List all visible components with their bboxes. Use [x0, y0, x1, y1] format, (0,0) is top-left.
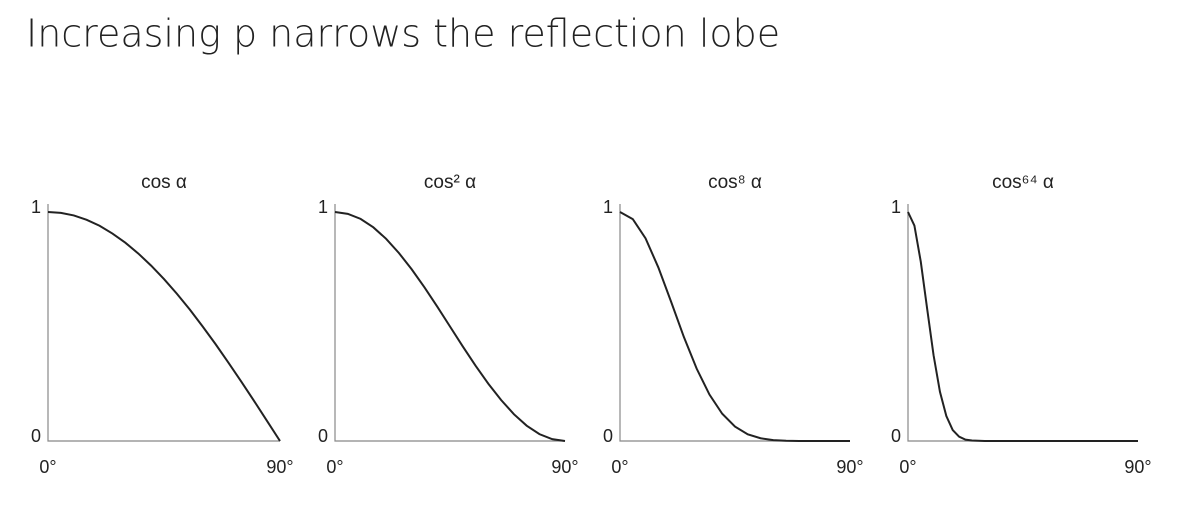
curve [47, 211, 281, 442]
x-tick-label: 90° [551, 457, 578, 477]
axis [47, 204, 280, 442]
chart-title: cos⁸ α [708, 172, 762, 193]
y-tick-label: 0 [603, 426, 613, 446]
y-tick-label: 1 [31, 197, 41, 217]
y-tick-label: 1 [603, 197, 613, 217]
y-tick-label: 0 [318, 426, 328, 446]
chart-title: cos² α [424, 172, 476, 193]
y-tick-label: 0 [31, 426, 41, 446]
y-tick-label: 0 [891, 426, 901, 446]
x-tick-label: 0° [326, 457, 343, 477]
x-tick-label: 90° [266, 457, 293, 477]
y-tick-label: 1 [891, 197, 901, 217]
curve [334, 211, 566, 442]
axis [907, 204, 1138, 442]
y-tick-label: 1 [318, 197, 328, 217]
x-tick-label: 0° [611, 457, 628, 477]
curve [907, 211, 1138, 442]
slide-title: Increasing p narrows the reflection lobe [26, 12, 780, 56]
x-tick-label: 0° [39, 457, 56, 477]
x-tick-label: 0° [899, 457, 916, 477]
x-tick-label: 90° [1124, 457, 1151, 477]
x-tick-label: 90° [836, 457, 863, 477]
axis [334, 204, 565, 442]
axis [619, 204, 850, 442]
chart-title: cos⁶⁴ α [992, 172, 1054, 193]
curve [619, 211, 850, 442]
chart-title: cos α [141, 172, 187, 193]
